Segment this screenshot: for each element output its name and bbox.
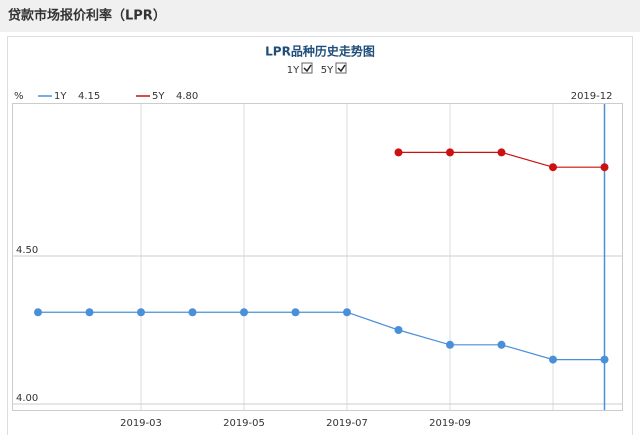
legend-label: 5Y [152,91,165,102]
legend-value: 4.15 [78,91,100,102]
plot-frame [12,103,623,411]
data-point [394,326,403,334]
data-point [549,355,557,364]
chart-title: LPR品种历史走势图 [265,44,375,59]
checkmark [337,64,346,73]
data-point [240,308,248,317]
data-point [446,340,454,349]
panel [7,36,633,435]
data-point [188,308,197,317]
data-point [343,308,351,317]
data-point [549,163,557,172]
cursor-label: 2019-12 [571,91,613,102]
checkbox[interactable] [301,62,313,74]
y-unit: % [14,91,24,102]
x-tick-label: 2019-07 [326,418,368,429]
x-tick-label: 2019-09 [429,418,471,429]
y-tick-label: 4.00 [16,393,38,404]
data-point [137,308,145,317]
checkbox-label: 1Y [287,65,300,76]
data-point [446,148,454,157]
x-tick-label: 2019-03 [120,418,162,429]
data-point [85,308,94,317]
data-point [394,148,403,157]
header-band [0,0,640,32]
header-title: 贷款市场报价利率（LPR） [8,8,166,24]
data-point [497,340,506,349]
data-point [600,163,609,172]
checkbox-label: 5Y [321,65,334,76]
data-point [497,148,506,157]
legend-label: 1Y [54,91,67,102]
data-point [34,308,42,317]
data-point [291,308,300,317]
legend-value: 4.80 [176,91,198,102]
x-tick-label: 2019-05 [223,418,265,429]
checkmark [303,64,312,73]
data-point [600,355,609,364]
y-tick-label: 4.50 [16,245,38,256]
checkbox[interactable] [335,62,347,74]
series-line [38,311,605,361]
